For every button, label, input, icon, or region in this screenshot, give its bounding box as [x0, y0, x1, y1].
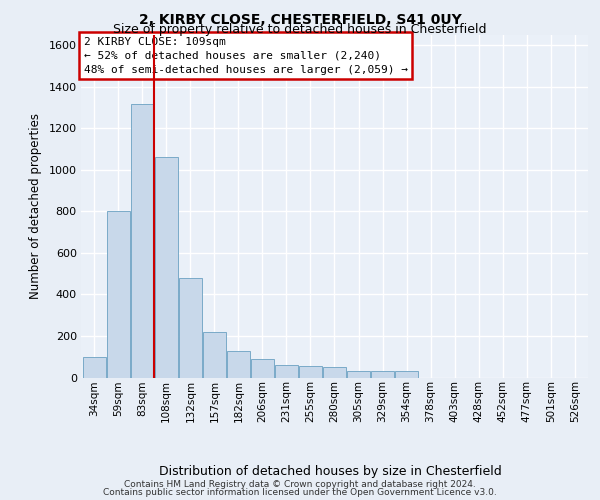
Bar [83, 356, 106, 378]
Bar [299, 366, 322, 378]
Bar [107, 212, 130, 378]
Bar [155, 158, 178, 378]
Bar [203, 332, 226, 378]
Text: Distribution of detached houses by size in Chesterfield: Distribution of detached houses by size … [158, 464, 502, 477]
Text: Contains public sector information licensed under the Open Government Licence v3: Contains public sector information licen… [103, 488, 497, 497]
Text: Contains HM Land Registry data © Crown copyright and database right 2024.: Contains HM Land Registry data © Crown c… [124, 480, 476, 489]
Bar [275, 365, 298, 378]
Bar [179, 278, 202, 378]
Y-axis label: Number of detached properties: Number of detached properties [29, 114, 42, 299]
Text: 2 KIRBY CLOSE: 109sqm
← 52% of detached houses are smaller (2,240)
48% of semi-d: 2 KIRBY CLOSE: 109sqm ← 52% of detached … [83, 36, 407, 74]
Bar [371, 372, 394, 378]
Bar [131, 104, 154, 378]
Text: Size of property relative to detached houses in Chesterfield: Size of property relative to detached ho… [113, 24, 487, 36]
Bar [323, 367, 346, 378]
Bar [227, 350, 250, 378]
Text: 2, KIRBY CLOSE, CHESTERFIELD, S41 0UY: 2, KIRBY CLOSE, CHESTERFIELD, S41 0UY [139, 12, 461, 26]
Bar [347, 372, 370, 378]
Bar [395, 372, 418, 378]
Bar [251, 359, 274, 378]
